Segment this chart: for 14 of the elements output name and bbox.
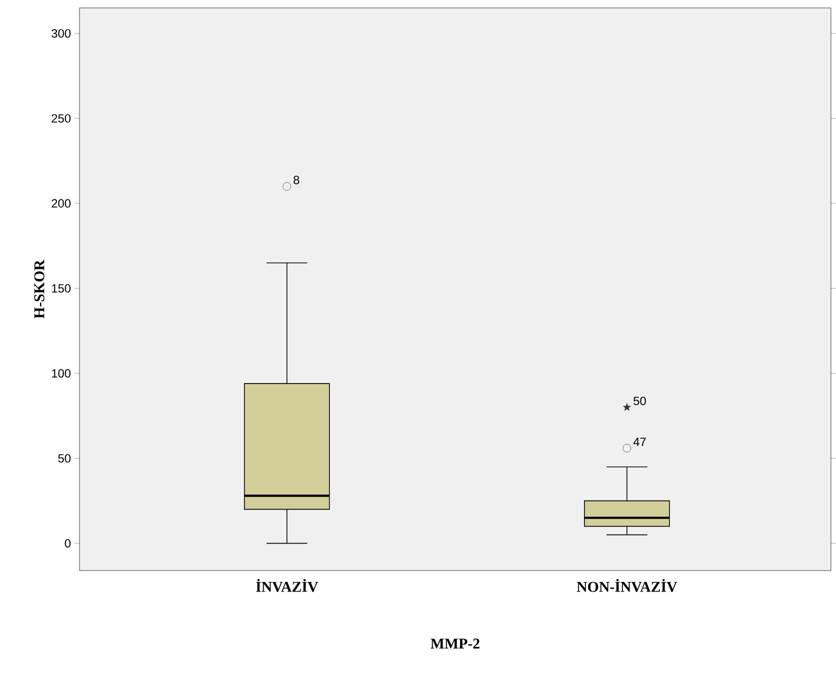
y-tick-label: 0: [64, 539, 71, 548]
y-tick-label: 250: [52, 114, 71, 123]
y-axis-title: H-SKOR: [34, 260, 44, 318]
y-tick-label: 300: [52, 29, 71, 38]
x-tick-label: NON-İNVAZİV: [576, 579, 678, 592]
x-tick-label: İNVAZİV: [256, 579, 318, 592]
annotation: 47: [633, 438, 646, 446]
x-axis-title: MMP-2: [430, 638, 480, 649]
y-tick-label: 100: [52, 369, 71, 378]
y-tick-label: 200: [52, 199, 71, 208]
annotation: 50: [634, 396, 646, 406]
annotation: 8: [294, 176, 300, 184]
y-tick-label: 150: [52, 284, 71, 293]
y-tick-label: 50: [58, 454, 71, 463]
